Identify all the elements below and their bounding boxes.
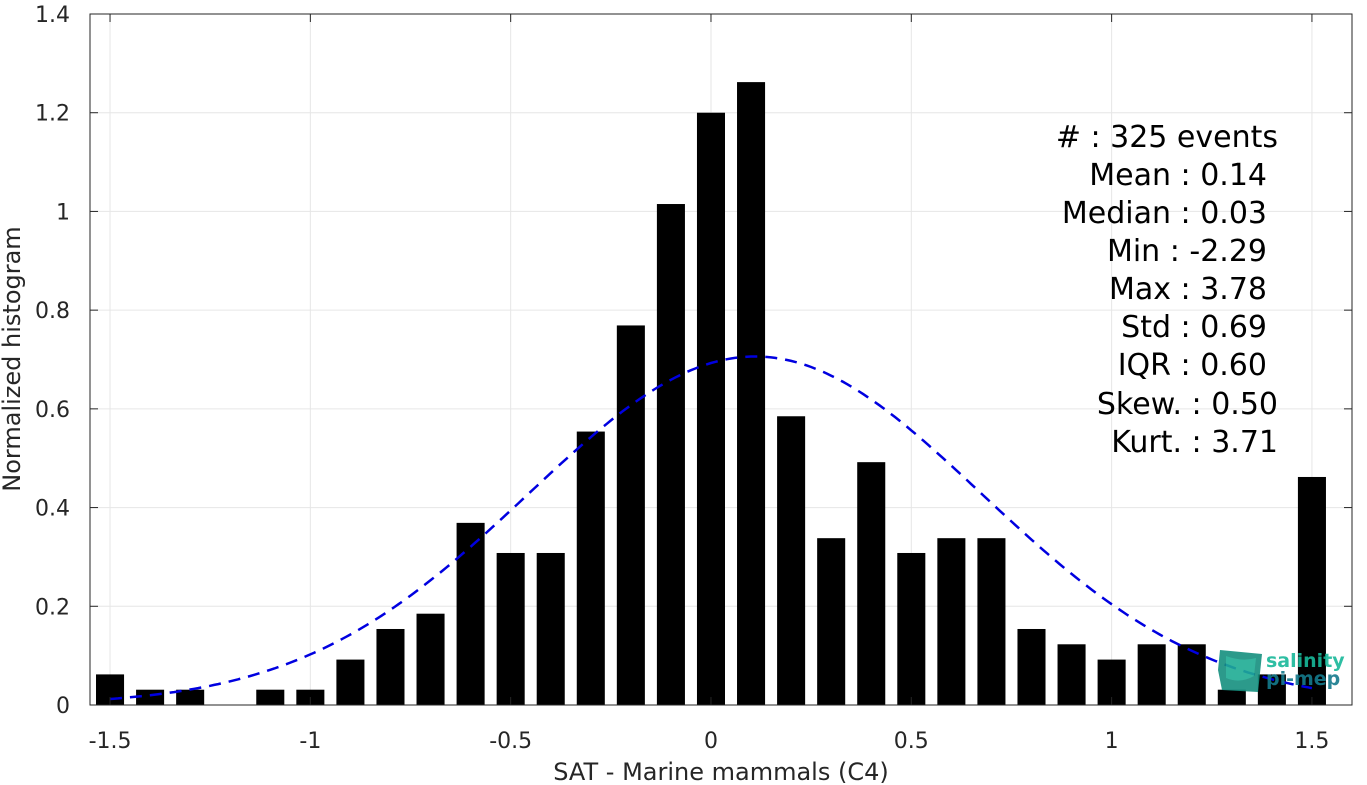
statistics-box: # : 325 events Mean : 0.14 Median : 0.03… bbox=[1056, 120, 1278, 460]
stat-std: Std : 0.69 bbox=[1121, 310, 1267, 345]
histogram-bar bbox=[777, 416, 806, 705]
histogram-bar bbox=[376, 628, 405, 705]
histogram-bar bbox=[1297, 476, 1326, 705]
y-tick-label: 1 bbox=[56, 200, 70, 225]
histogram-bars bbox=[96, 82, 1326, 705]
stat-iqr: IQR : 0.60 bbox=[1118, 348, 1267, 383]
histogram-bar bbox=[256, 689, 285, 705]
histogram-bar bbox=[857, 462, 886, 705]
histogram-bar bbox=[536, 552, 565, 705]
x-tick-label: 1 bbox=[1105, 729, 1119, 754]
histogram-bar bbox=[897, 552, 926, 705]
histogram-bar bbox=[977, 538, 1006, 705]
y-tick-label: 0.4 bbox=[35, 497, 70, 522]
x-tick-label: 0 bbox=[704, 729, 718, 754]
histogram-bar bbox=[1177, 644, 1206, 705]
histogram-bar bbox=[576, 431, 605, 705]
histogram-bar bbox=[416, 613, 445, 705]
histogram-bar bbox=[937, 538, 966, 705]
histogram-bar bbox=[1017, 628, 1046, 705]
stat-min: Min : -2.29 bbox=[1107, 234, 1267, 269]
y-axis-title: Normalized histogram bbox=[0, 226, 26, 491]
histogram-bar bbox=[176, 689, 205, 705]
y-tick-label: 1.4 bbox=[35, 3, 70, 28]
logo-wave-icon-highlight bbox=[1226, 656, 1256, 681]
x-tick-label: -1.5 bbox=[89, 729, 132, 754]
stat-mean: Mean : 0.14 bbox=[1089, 158, 1267, 193]
histogram-bar bbox=[456, 522, 485, 705]
x-axis-title: SAT - Marine mammals (C4) bbox=[553, 758, 888, 785]
stat-max: Max : 3.78 bbox=[1109, 272, 1267, 307]
y-axis-ticks: 0 0.2 0.4 0.6 0.8 1 1.2 1.4 bbox=[35, 3, 1352, 719]
logo-text-pimep: pi-mep bbox=[1266, 668, 1340, 690]
stat-kurt: Kurt. : 3.71 bbox=[1111, 425, 1278, 460]
normal-fit-curve bbox=[109, 355, 1313, 701]
histogram-bar bbox=[496, 552, 525, 705]
histogram-bar bbox=[616, 325, 645, 705]
y-tick-label: 0.6 bbox=[35, 398, 70, 423]
histogram-bar bbox=[336, 659, 365, 705]
x-tick-label: -0.5 bbox=[489, 729, 532, 754]
stat-skew: Skew. : 0.50 bbox=[1097, 387, 1278, 422]
x-tick-label: -1 bbox=[299, 729, 321, 754]
salinity-pimep-logo: salinity pi-mep bbox=[1218, 650, 1345, 692]
y-tick-label: 1.2 bbox=[35, 102, 70, 127]
y-tick-label: 0.2 bbox=[35, 595, 70, 620]
x-axis-ticks: -1.5 -1 -0.5 0 0.5 1 1.5 bbox=[89, 14, 1329, 754]
histogram-bar bbox=[1217, 689, 1246, 705]
y-tick-label: 0 bbox=[56, 694, 70, 719]
y-tick-label: 0.8 bbox=[35, 299, 70, 324]
histogram-bar bbox=[737, 82, 766, 705]
x-tick-label: 0.5 bbox=[894, 729, 929, 754]
stat-median: Median : 0.03 bbox=[1062, 196, 1267, 231]
logo-text-salinity: salinity bbox=[1266, 650, 1345, 672]
stat-count: # : 325 events bbox=[1056, 120, 1278, 155]
plot-frame bbox=[89, 13, 1353, 706]
x-tick-label: 1.5 bbox=[1294, 729, 1329, 754]
histogram-bar bbox=[1057, 644, 1086, 705]
histogram-bar bbox=[656, 204, 685, 705]
histogram-bar bbox=[1137, 644, 1166, 705]
histogram-bar bbox=[696, 112, 726, 705]
histogram-bar bbox=[817, 538, 846, 705]
